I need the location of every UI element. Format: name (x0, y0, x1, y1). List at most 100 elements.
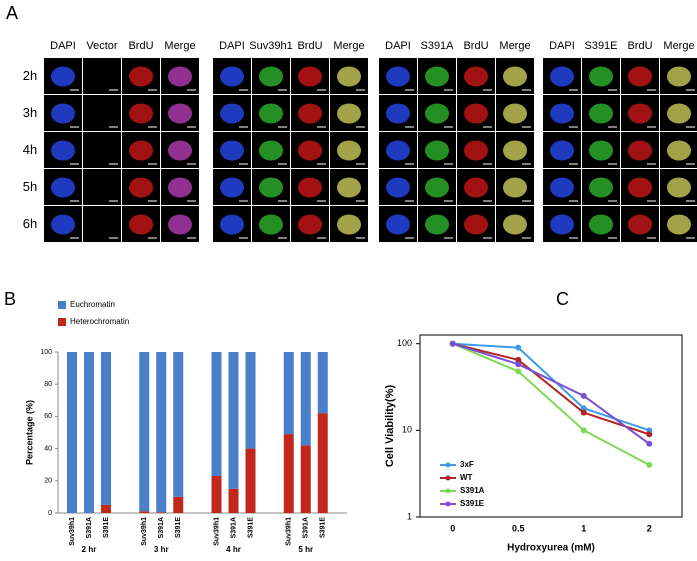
nucleus (337, 177, 361, 198)
nucleus (503, 214, 527, 235)
nucleus (168, 140, 192, 161)
nucleus (386, 214, 410, 235)
y-tick-label: 1 (407, 511, 412, 521)
nucleus (298, 66, 322, 87)
x-axis-label: Hydroxyurea (mM) (507, 543, 595, 554)
row-label: 4h (23, 142, 37, 157)
nucleus (220, 177, 244, 198)
bar-segment (283, 352, 294, 435)
nucleus (503, 66, 527, 87)
legend-label: 3xF (460, 460, 474, 469)
nucleus (337, 214, 361, 235)
y-tick-label: 0 (48, 510, 52, 517)
bar-segment (156, 512, 167, 513)
nucleus (628, 103, 652, 124)
nucleus (129, 140, 153, 161)
nucleus (298, 214, 322, 235)
nucleus (51, 214, 75, 235)
legend-label: Euchromatin (70, 300, 115, 309)
nucleus (667, 214, 691, 235)
nucleus (298, 177, 322, 198)
marker (515, 361, 522, 368)
bar-segment (317, 352, 328, 414)
group-label: 5 hr (298, 545, 313, 554)
marker (580, 427, 587, 434)
nucleus (464, 214, 488, 235)
x-tick-label: S391A (303, 517, 310, 538)
row-label: 5h (23, 179, 37, 194)
column-header: Suv39h1 (249, 40, 292, 52)
nucleus (337, 66, 361, 87)
bar-segment (67, 352, 77, 513)
nucleus (386, 177, 410, 198)
column-header: S391A (420, 40, 454, 52)
nucleus (425, 177, 449, 198)
row-label: 3h (23, 105, 37, 120)
x-tick-label: 0 (450, 523, 455, 533)
nucleus (628, 214, 652, 235)
nucleus (667, 103, 691, 124)
marker (646, 440, 653, 447)
nucleus (386, 66, 410, 87)
line (452, 342, 650, 445)
nucleus (425, 214, 449, 235)
nucleus (129, 66, 153, 87)
micrograph (83, 206, 121, 242)
nucleus (51, 140, 75, 161)
y-axis-label: Percentage (%) (24, 400, 34, 465)
plot-frame (419, 334, 683, 518)
nucleus (667, 177, 691, 198)
nucleus (298, 140, 322, 161)
nucleus (51, 177, 75, 198)
nucleus (220, 214, 244, 235)
marker (580, 405, 587, 412)
nucleus (503, 103, 527, 124)
row-label: 2h (23, 68, 37, 83)
nucleus (628, 177, 652, 198)
column-header: Merge (499, 40, 530, 52)
nucleus (386, 103, 410, 124)
legend-marker (445, 462, 451, 468)
nucleus (129, 214, 153, 235)
x-tick-label: Suv39h1 (286, 517, 293, 546)
nucleus (51, 66, 75, 87)
group-label: 4 hr (226, 545, 241, 554)
nucleus (220, 66, 244, 87)
x-tick-label: S391E (320, 517, 327, 538)
nucleus (464, 140, 488, 161)
line (452, 342, 650, 436)
nucleus (337, 140, 361, 161)
x-tick-label: S391A (86, 517, 93, 538)
x-tick-label: Suv39h1 (141, 517, 148, 546)
x-tick-label: S391E (103, 517, 110, 538)
x-tick-label: 2 (647, 523, 652, 533)
group-label: 3 hr (154, 545, 169, 554)
column-header: S391E (584, 40, 617, 52)
nucleus (129, 103, 153, 124)
marker (580, 392, 587, 399)
panel-label: C (556, 289, 569, 309)
nucleus (168, 103, 192, 124)
nucleus (220, 103, 244, 124)
bar-segment (283, 434, 294, 513)
column-header: Merge (663, 40, 694, 52)
column-header: DAPI (219, 40, 245, 52)
micrograph (83, 95, 121, 131)
nucleus (589, 66, 613, 87)
nucleus (425, 103, 449, 124)
marker (515, 368, 522, 375)
y-tick-label: 80 (44, 381, 52, 388)
marker (646, 431, 653, 438)
legend-swatch (58, 301, 66, 309)
bar-segment (156, 352, 167, 513)
bar-segment (101, 352, 111, 505)
nucleus (503, 177, 527, 198)
row-label: 6h (23, 216, 37, 231)
nucleus (337, 103, 361, 124)
nucleus (220, 140, 244, 161)
panel-label: A (6, 3, 18, 23)
nucleus (425, 140, 449, 161)
bar-segment (211, 352, 222, 476)
bar-segment (245, 448, 256, 513)
y-tick-label: 10 (402, 425, 412, 435)
